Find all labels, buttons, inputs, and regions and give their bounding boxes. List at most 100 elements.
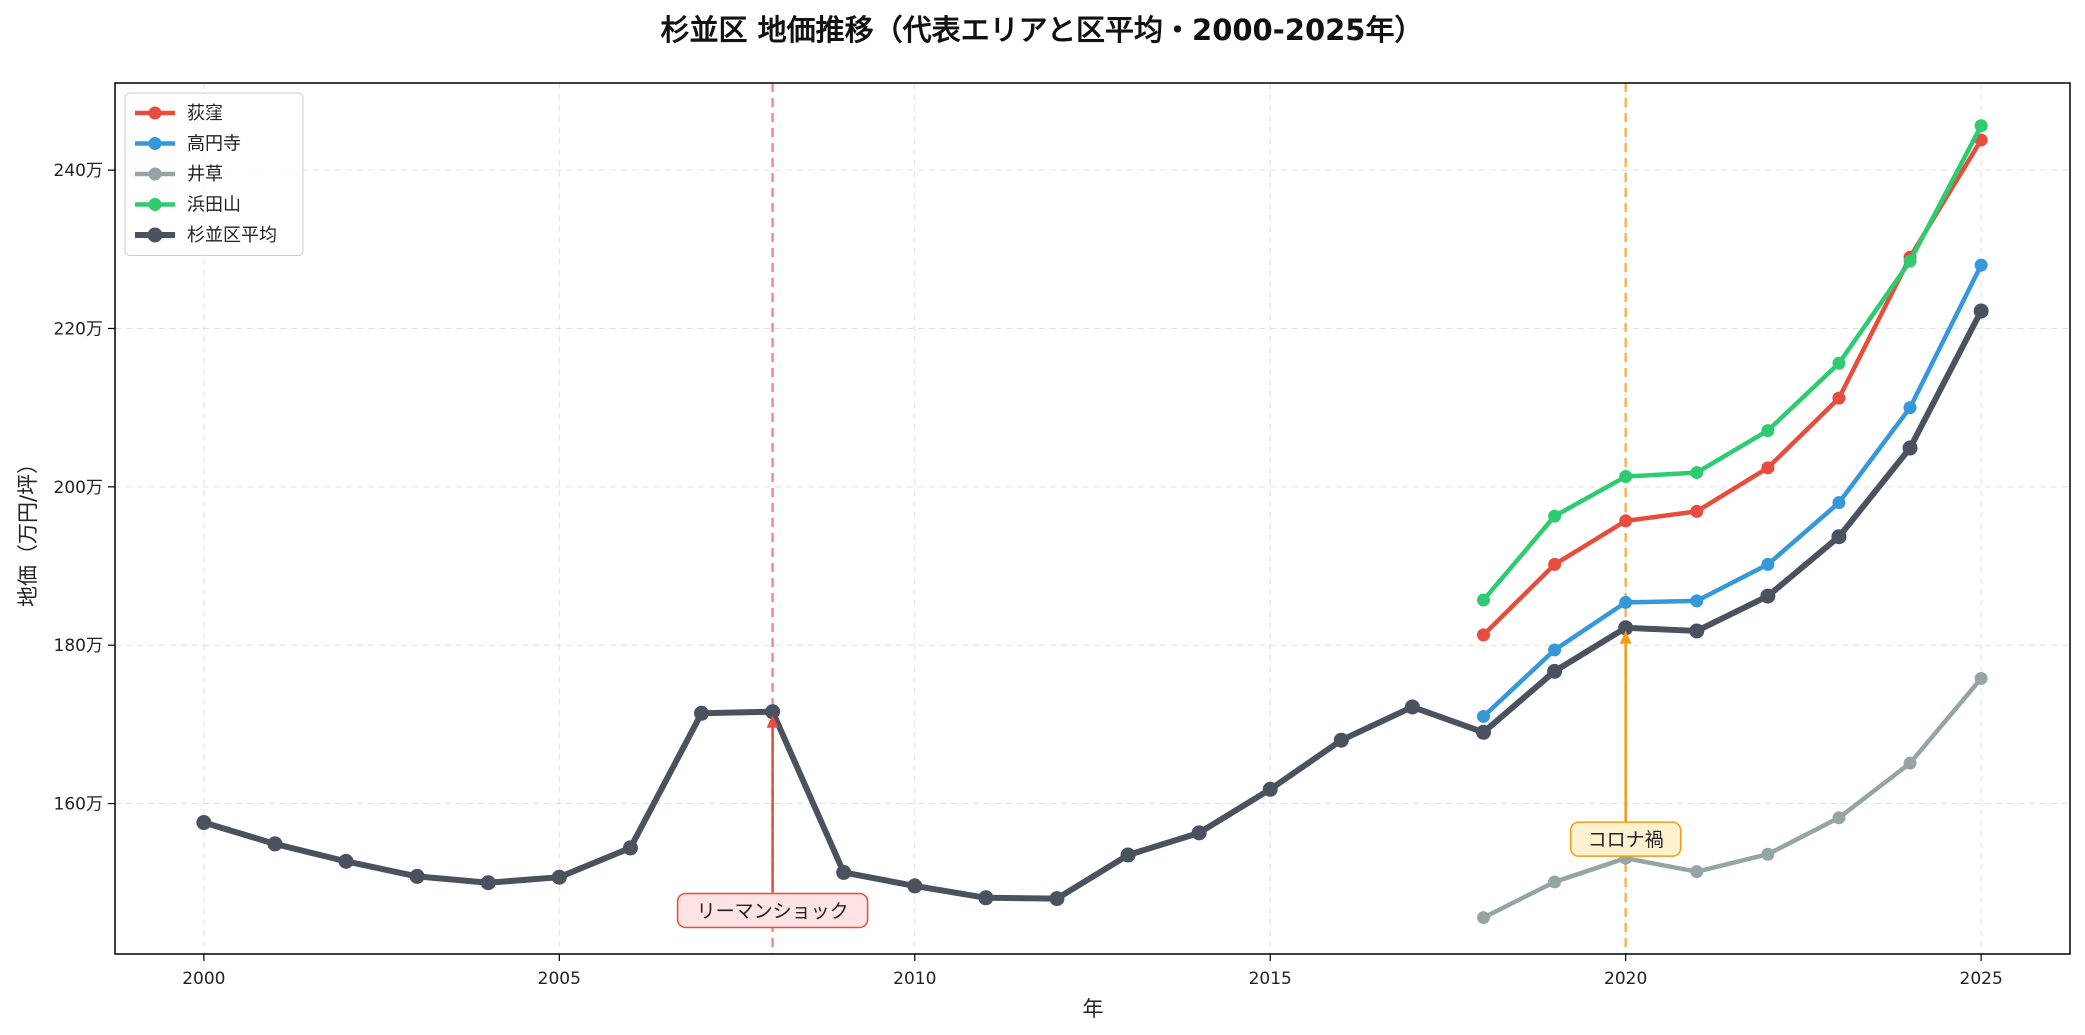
y-tick-label: 160万 <box>54 795 103 815</box>
data-point <box>1974 671 1988 685</box>
data-point <box>1973 303 1989 319</box>
data-point <box>765 704 781 720</box>
data-point <box>978 890 994 906</box>
annotation-label: リーマンショック <box>697 900 849 922</box>
annotation-arrow-head <box>766 714 779 728</box>
data-point <box>1761 847 1775 861</box>
annotation-0: リーマンショック <box>676 714 869 929</box>
data-point <box>1903 756 1917 770</box>
x-tick-label: 2000 <box>182 969 225 989</box>
data-point <box>1831 529 1847 545</box>
chart-title: 杉並区 地価推移（代表エリアと区平均・2000-2025年） <box>661 13 1424 47</box>
legend-item: 高円寺 <box>135 134 241 155</box>
data-point <box>1690 865 1704 879</box>
data-point <box>1761 424 1775 438</box>
data-point <box>1619 595 1633 609</box>
data-point <box>836 864 852 880</box>
legend-item: 浜田山 <box>135 195 241 216</box>
legend-swatch-marker <box>148 198 162 211</box>
data-point <box>1689 623 1705 639</box>
x-tick-label: 2015 <box>1249 969 1292 989</box>
legend-label: 荻窪 <box>187 103 223 124</box>
series-1 <box>1477 258 1988 723</box>
x-tick-label: 2025 <box>1960 969 2003 989</box>
y-tick-label: 200万 <box>54 478 103 498</box>
annotation-box <box>1569 821 1682 857</box>
axes: 2000 2005 2010 2015 2020 2025 160万 180万 200万 220万… <box>54 161 2003 989</box>
legend-item: 井草 <box>135 164 223 185</box>
series-2 <box>1477 671 1988 925</box>
series-lines <box>196 119 1989 925</box>
annotation-box <box>676 892 869 929</box>
y-axis-label: 地価（万円/坪） <box>16 453 40 607</box>
series-line <box>200 308 1985 902</box>
legend-label: 井草 <box>187 164 223 185</box>
data-point <box>694 705 709 721</box>
series-line <box>1481 262 1984 719</box>
x-tick-label: 2010 <box>893 969 936 989</box>
data-point <box>551 869 567 885</box>
series-0 <box>1477 133 1988 642</box>
data-point <box>1832 391 1846 405</box>
data-point <box>1974 119 1988 133</box>
data-point <box>1618 620 1634 636</box>
data-point <box>1974 258 1988 272</box>
legend-label: 高円寺 <box>187 134 241 155</box>
data-point <box>907 878 923 894</box>
legend-swatch-marker <box>148 106 162 120</box>
data-point <box>1548 557 1562 571</box>
data-point <box>1477 628 1490 642</box>
legend-label: 浜田山 <box>187 195 241 216</box>
data-point <box>1832 811 1846 825</box>
data-point <box>1477 911 1490 925</box>
data-point <box>1191 825 1207 841</box>
data-point <box>1477 709 1490 723</box>
data-point <box>1404 699 1420 715</box>
data-point <box>1690 594 1704 608</box>
data-point <box>1476 724 1491 740</box>
series-3 <box>1477 119 1988 607</box>
data-point <box>1903 401 1917 415</box>
data-point <box>1832 496 1846 510</box>
series-line <box>1481 676 1984 920</box>
data-point <box>1761 557 1775 571</box>
plot-frame <box>114 82 2071 955</box>
legend-frame <box>124 92 304 256</box>
x-tick-label: 2005 <box>538 969 581 989</box>
legend-item: 杉並区平均 <box>135 225 277 246</box>
data-point <box>1760 588 1776 604</box>
annotation-label: コロナ禍 <box>1588 829 1664 851</box>
annotation-lines <box>771 83 1627 954</box>
data-point <box>1902 440 1918 456</box>
data-point <box>1548 509 1562 523</box>
data-point <box>1548 875 1562 889</box>
data-point <box>1690 504 1704 518</box>
legend-swatch-marker <box>147 227 163 243</box>
data-point <box>409 868 425 884</box>
series-4 <box>196 303 1989 907</box>
y-tick-label: 240万 <box>54 161 103 181</box>
y-tick-label: 220万 <box>54 319 103 339</box>
annotation-1: コロナ禍 <box>1569 630 1682 857</box>
series-line <box>1481 123 1984 603</box>
grid <box>115 83 2070 954</box>
legend-item: 荻窪 <box>135 103 223 124</box>
data-point <box>1903 254 1917 268</box>
data-point <box>1548 643 1562 657</box>
data-point <box>1262 781 1278 797</box>
legend-label: 杉並区平均 <box>187 225 277 246</box>
x-axis-label: 年 <box>1083 997 1104 1021</box>
data-point <box>1333 732 1349 748</box>
y-tick-label: 180万 <box>54 636 103 656</box>
data-point <box>1619 470 1633 484</box>
data-point <box>196 815 212 831</box>
data-point <box>1477 593 1490 607</box>
legend-swatch-marker <box>148 167 162 181</box>
data-point <box>622 840 638 856</box>
x-tick-label: 2020 <box>1604 969 1647 989</box>
data-point <box>267 836 283 852</box>
annotation-arrow-head <box>1619 630 1632 644</box>
data-point <box>338 853 354 869</box>
